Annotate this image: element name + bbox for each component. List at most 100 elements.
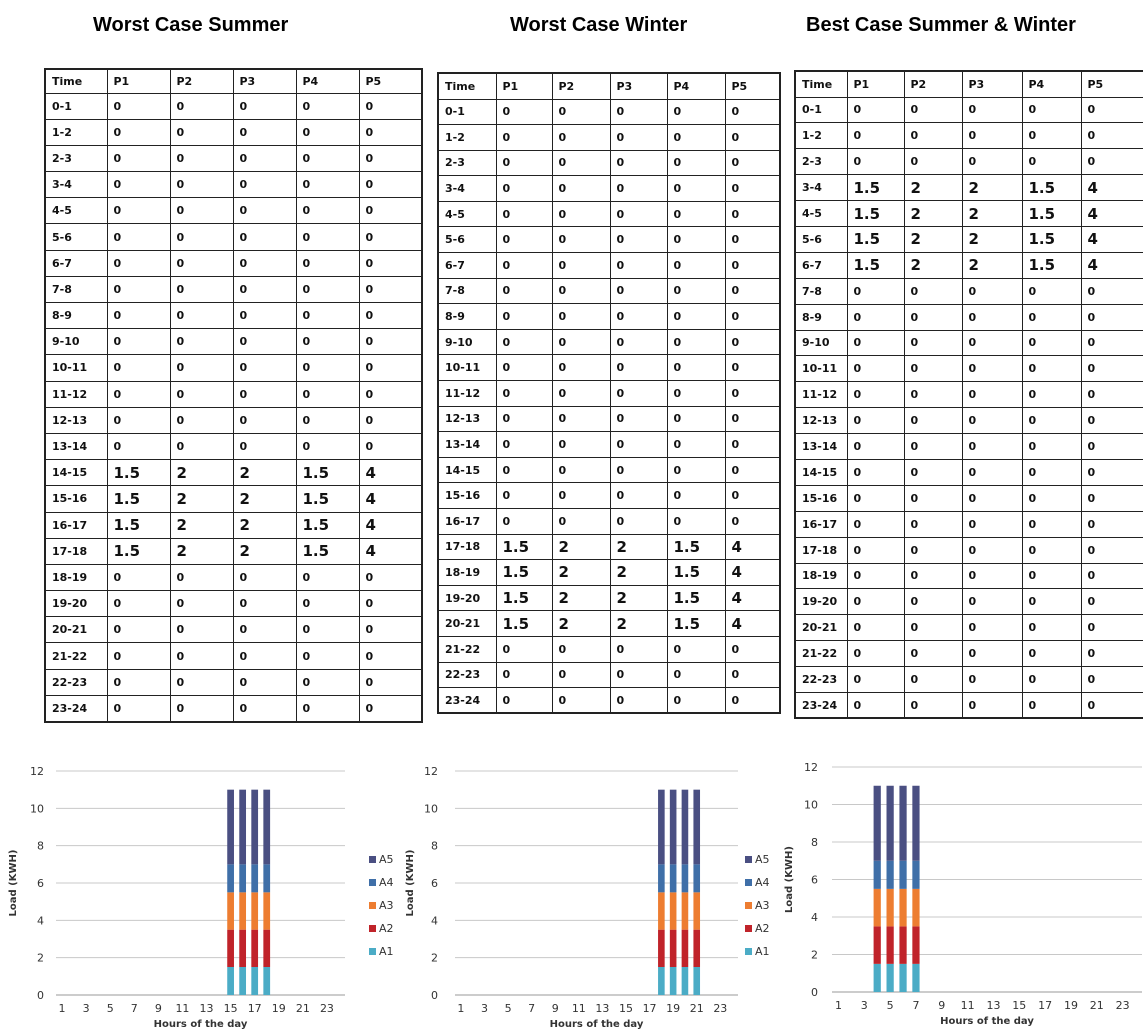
table-row: 20-21 0 0 0 0 0: [794, 614, 1143, 642]
time-cell: 20-21: [437, 610, 497, 637]
value-cell: 1.5: [846, 225, 905, 253]
value-cell: 0: [551, 98, 611, 126]
bar-segment-a4: [251, 864, 259, 893]
table-best-case: Time P1 P2 P3 P4 P5 0-1 0 0 0 0 0 1-2 0 0 0 0 0 2-3 0 0 0 0 0 3-…: [794, 70, 1143, 720]
value-cell: 0: [1021, 277, 1082, 305]
value-cell: 0: [903, 381, 963, 409]
value-cell: 0: [169, 275, 234, 304]
value-cell: 0: [106, 380, 171, 408]
value-cell: 2: [232, 485, 297, 513]
value-cell: 0: [609, 635, 668, 663]
value-cell: 1.5: [295, 459, 360, 487]
value-cell: 0: [846, 381, 905, 409]
bar-segment-a1: [227, 967, 234, 995]
value-cell: 0: [495, 354, 553, 382]
value-cell: 1.5: [295, 537, 360, 565]
value-cell: 0: [495, 431, 553, 458]
legend-item: A2: [369, 917, 394, 940]
value-cell: 1.5: [495, 584, 553, 612]
table-row: 4-5 0 0 0 0 0: [44, 197, 423, 225]
x-axis-label: Hours of the day: [154, 1019, 248, 1030]
table-row: 18-19 1.5 2 2 1.5 4: [437, 559, 781, 586]
table-row: 5-6 0 0 0 0 0: [44, 223, 423, 251]
value-cell: 0: [724, 149, 781, 177]
value-cell: 1.5: [846, 200, 905, 227]
value-cell: 1.5: [295, 485, 360, 513]
value-cell: 0: [295, 144, 360, 173]
value-cell: 0: [903, 329, 963, 357]
x-tick-label: 11: [961, 999, 975, 1012]
bar-segment-a2: [658, 929, 665, 967]
value-cell: 0: [1080, 122, 1143, 150]
bar-segment-a3: [899, 888, 907, 927]
x-tick-label: 19: [666, 1002, 680, 1015]
time-cell: 12-13: [437, 405, 497, 433]
value-cell: 0: [169, 223, 234, 251]
table-row: 12-13 0 0 0 0 0: [44, 406, 423, 434]
value-cell: 0: [846, 96, 905, 124]
x-tick-label: 13: [595, 1002, 609, 1015]
x-tick-label: 9: [155, 1002, 162, 1015]
value-cell: 0: [495, 482, 553, 509]
value-cell: 0: [846, 691, 905, 719]
time-cell: 17-18: [794, 536, 848, 564]
value-cell: 0: [666, 354, 726, 382]
value-cell: 0: [551, 303, 611, 330]
table-row: 15-16 0 0 0 0 0: [437, 482, 781, 509]
table-row: 7-8 0 0 0 0 0: [794, 277, 1143, 305]
time-cell: 11-12: [794, 381, 848, 409]
time-cell: 4-5: [437, 200, 497, 228]
value-cell: 0: [495, 303, 553, 330]
time-cell: 12-13: [44, 406, 108, 434]
value-cell: 0: [961, 691, 1023, 719]
time-cell: 8-9: [437, 303, 497, 330]
value-cell: 0: [609, 687, 668, 714]
y-axis-label: Load (KWH): [405, 850, 416, 917]
value-cell: 0: [358, 171, 423, 199]
value-cell: 0: [846, 122, 905, 150]
table-row: 10-11 0 0 0 0 0: [44, 354, 423, 382]
value-cell: 0: [903, 640, 963, 668]
value-cell: 0: [724, 635, 781, 663]
legend-worst-summer: A5 A4 A3 A2 A1: [369, 848, 394, 963]
value-cell: 0: [551, 354, 611, 382]
y-tick-label: 6: [431, 877, 438, 890]
value-cell: 0: [1080, 588, 1143, 616]
value-cell: 0: [609, 380, 668, 407]
y-tick-label: 10: [804, 799, 818, 812]
bar-segment-a2: [251, 929, 259, 967]
time-cell: 16-17: [794, 510, 848, 538]
value-cell: 0: [551, 328, 611, 356]
value-cell: 0: [358, 118, 423, 146]
time-cell: 5-6: [437, 226, 497, 254]
bar-segment-a1: [263, 967, 271, 995]
value-cell: 0: [295, 380, 360, 408]
x-tick-label: 5: [505, 1002, 512, 1015]
bar-segment-a4: [658, 864, 665, 893]
value-cell: 0: [169, 354, 234, 382]
value-cell: 0: [961, 407, 1023, 435]
value-cell: 0: [666, 508, 726, 535]
bar-segment-a4: [886, 860, 894, 889]
value-cell: 0: [232, 92, 297, 120]
time-cell: 14-15: [44, 459, 108, 487]
table-row: 15-16 0 0 0 0 0: [794, 484, 1143, 512]
bar-segment-a5: [239, 789, 247, 865]
value-cell: 0: [358, 616, 423, 644]
table-row: 16-17 0 0 0 0 0: [794, 510, 1143, 538]
value-cell: 0: [295, 616, 360, 644]
value-cell: 1.5: [495, 533, 553, 561]
value-cell: 2: [903, 251, 963, 279]
x-tick-label: 7: [131, 1002, 138, 1015]
value-cell: 0: [551, 226, 611, 254]
table-row: 8-9 0 0 0 0 0: [794, 303, 1143, 331]
time-cell: 22-23: [794, 666, 848, 693]
value-cell: 1.5: [1021, 251, 1082, 279]
value-cell: 4: [1080, 200, 1143, 227]
value-cell: 1.5: [106, 511, 171, 539]
value-cell: 0: [169, 616, 234, 644]
value-cell: 0: [169, 328, 234, 356]
value-cell: 2: [232, 537, 297, 565]
value-cell: 0: [106, 590, 171, 618]
table-row: 8-9 0 0 0 0 0: [437, 303, 781, 330]
